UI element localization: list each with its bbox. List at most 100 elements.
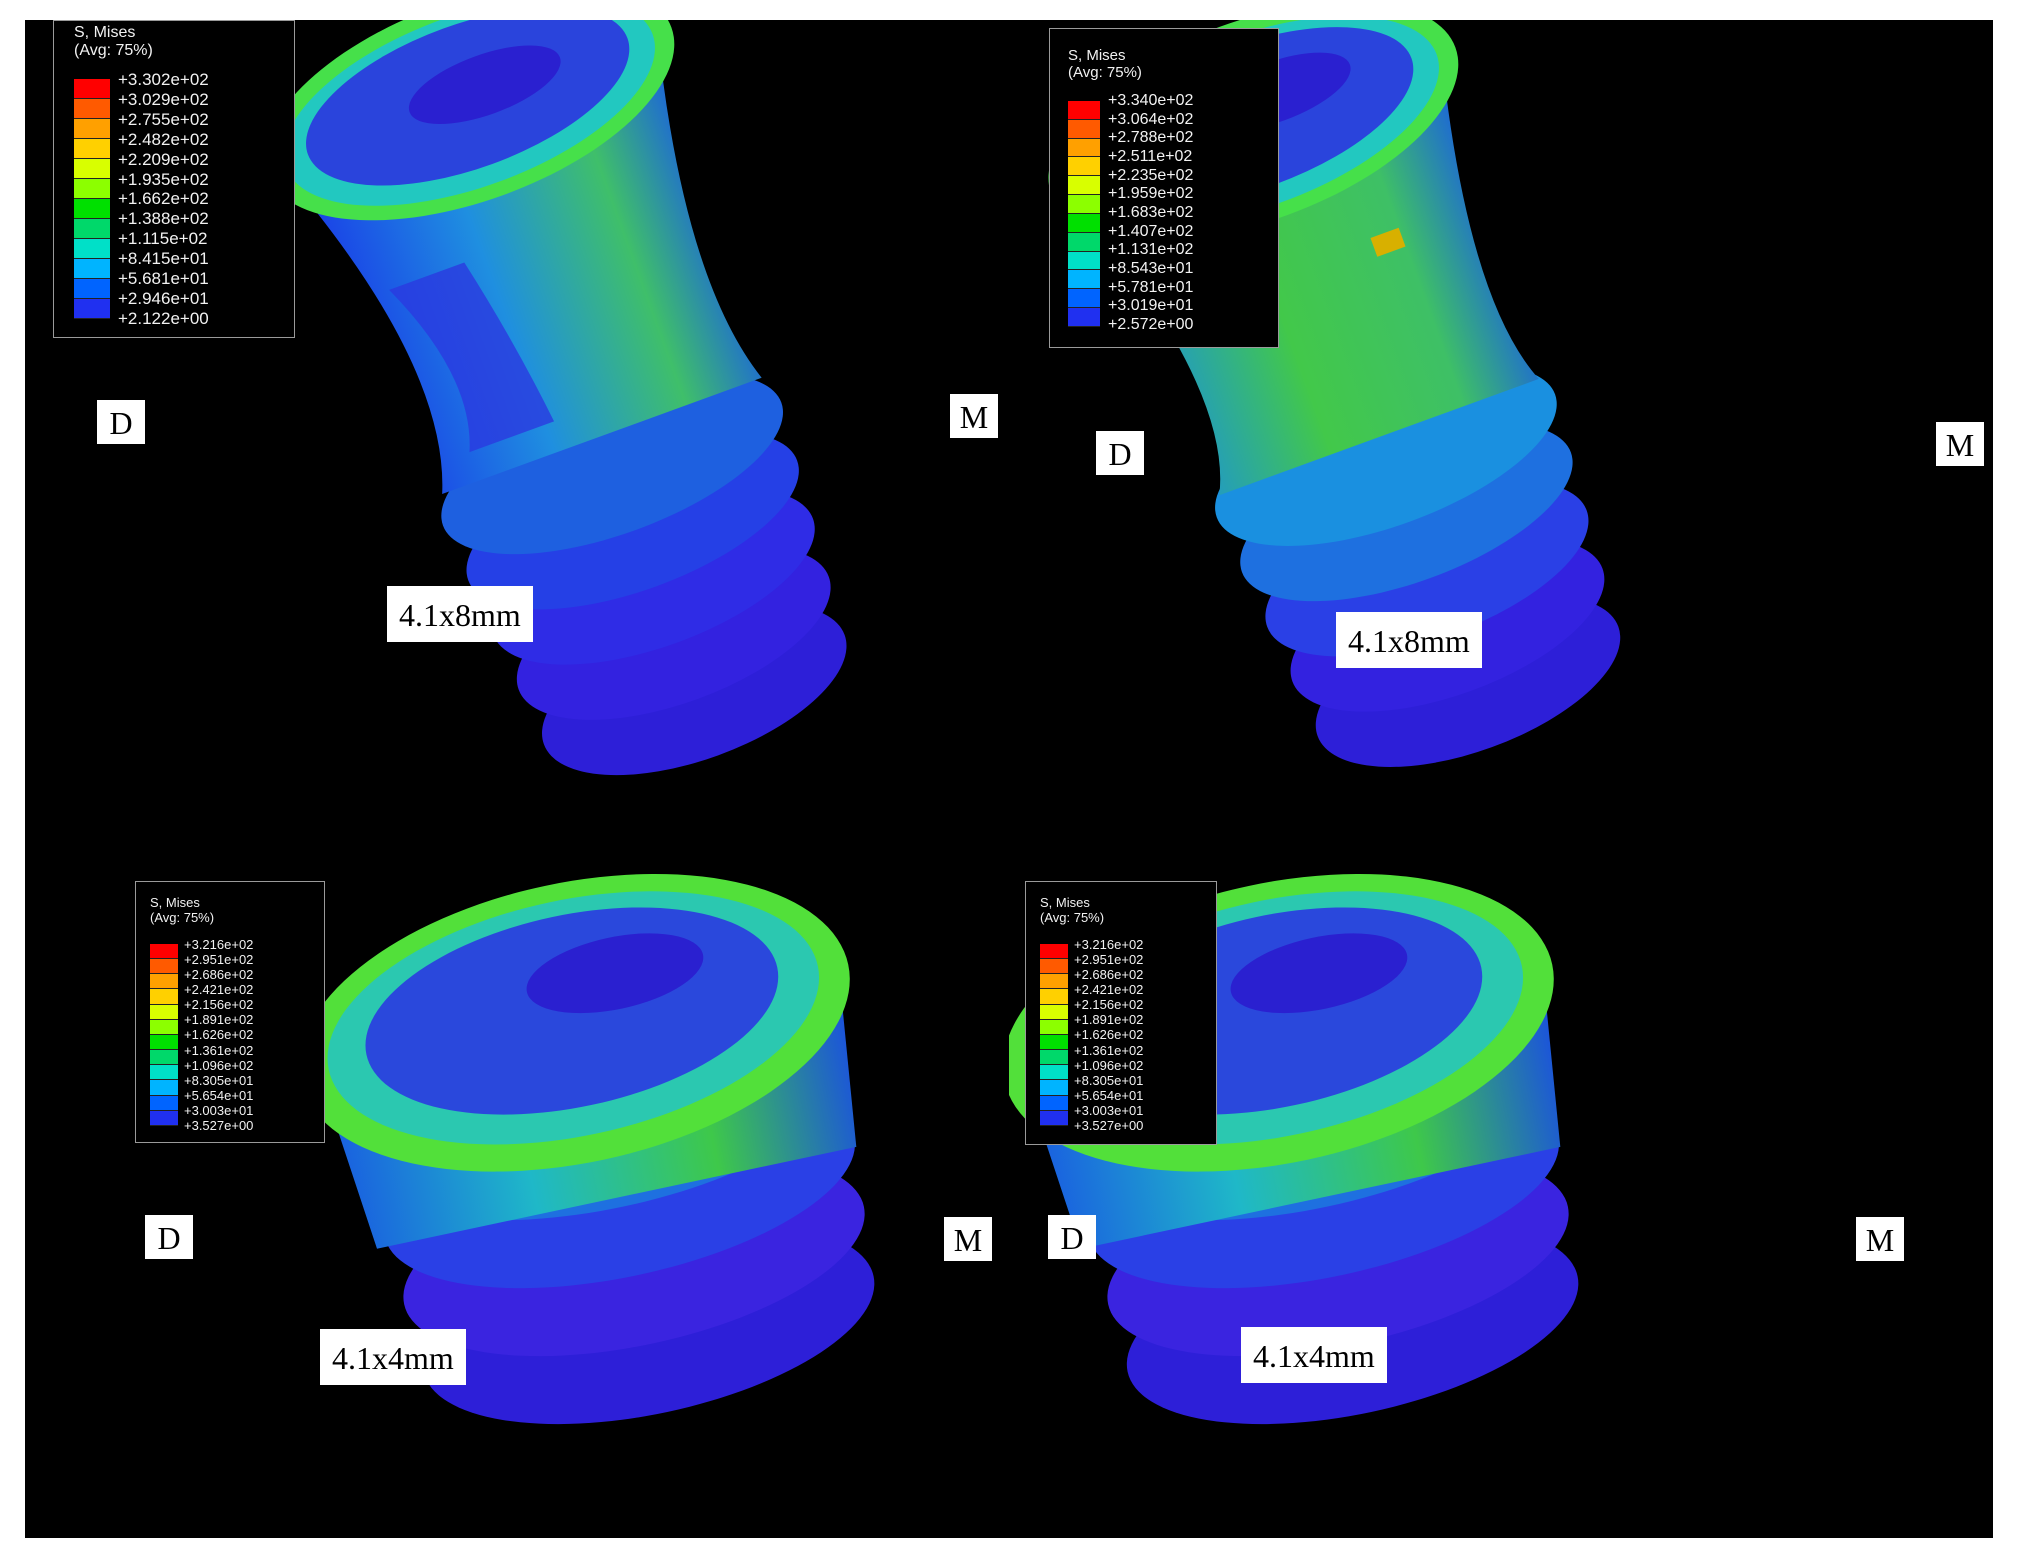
legend-value: +2.235e+02 — [1108, 166, 1194, 184]
legend-value: +8.305e+01 — [184, 1072, 254, 1088]
label-mesial: M — [950, 394, 998, 438]
legend-color-band — [74, 179, 110, 199]
legend-value: +2.686e+02 — [1074, 967, 1144, 983]
legend-value: +2.209e+02 — [118, 149, 209, 169]
legend-color-band — [1068, 213, 1100, 233]
legend-color-band — [150, 989, 178, 1005]
legend-value: +1.131e+02 — [1108, 241, 1194, 259]
legend-value: +1.626e+02 — [184, 1027, 254, 1043]
label-distal: D — [97, 400, 145, 444]
legend-value: +8.415e+01 — [118, 249, 209, 269]
legend-color-band — [1040, 944, 1068, 960]
legend-value: +1.388e+02 — [118, 209, 209, 229]
legend-color-band — [1040, 1050, 1068, 1066]
legend-color-band — [1040, 1034, 1068, 1051]
legend-subtitle: (Avg: 75%) — [1068, 64, 1142, 82]
legend-color-band — [1040, 1019, 1068, 1035]
legend-value: +3.003e+01 — [1074, 1102, 1144, 1118]
legend-color-band — [1040, 1110, 1068, 1126]
legend-value: +8.543e+01 — [1108, 259, 1194, 277]
label-distal: D — [145, 1215, 193, 1259]
label-mesial: M — [1856, 1217, 1904, 1261]
legend-color-band — [1068, 308, 1100, 327]
legend-color-band — [150, 1034, 178, 1051]
stress-legend: S, Mises (Avg: 75%) +3.216e+02 +2.951e+02… — [135, 881, 325, 1143]
legend-value: +2.122e+00 — [118, 308, 209, 328]
legend-color-band — [74, 199, 110, 219]
label-mesial: M — [1936, 422, 1984, 466]
legend-color-band — [1068, 101, 1100, 120]
legend-color-band — [1068, 289, 1100, 309]
label-implant-size: 4.1x8mm — [1336, 612, 1482, 668]
legend-value: +1.662e+02 — [118, 189, 209, 209]
legend-value: +3.302e+02 — [118, 70, 209, 89]
legend-title: S, Mises — [1040, 895, 1090, 910]
panel-top-right: S, Mises (Avg: 75%) +3.340e+02 +3.064e+02… — [1009, 20, 1993, 779]
legend-color-band — [1040, 1095, 1068, 1111]
legend-color-band — [1068, 176, 1100, 196]
legend-value: +8.305e+01 — [1074, 1072, 1144, 1088]
legend-color-band — [74, 119, 110, 139]
label-implant-size: 4.1x4mm — [1241, 1327, 1387, 1383]
panel-bottom-right: S, Mises (Avg: 75%) +3.216e+02 +2.951e+02… — [1009, 779, 1993, 1538]
legend-color-scale — [74, 79, 110, 319]
label-implant-size: 4.1x8mm — [387, 586, 533, 642]
label-implant-size: 4.1x4mm — [320, 1329, 466, 1385]
label-distal: D — [1048, 1215, 1096, 1259]
stress-legend: S, Mises (Avg: 75%) +3.216e+02 +2.951e+02… — [1025, 881, 1217, 1145]
legend-color-band — [74, 259, 110, 279]
panel-top-left: S, Mises (Avg: 75%) +3.302e+02 +3.029e+02… — [25, 20, 1009, 779]
legend-value: +2.686e+02 — [184, 967, 254, 983]
legend-value: +3.527e+00 — [184, 1117, 254, 1133]
legend-color-band — [1068, 119, 1100, 139]
legend-value: +1.361e+02 — [184, 1042, 254, 1058]
legend-value: +5.681e+01 — [118, 269, 209, 289]
legend-value: +1.096e+02 — [1074, 1057, 1144, 1073]
legend-color-band — [1068, 157, 1100, 177]
legend-subtitle: (Avg: 75%) — [150, 909, 215, 925]
legend-title: S, Mises — [1068, 47, 1126, 64]
legend-color-band — [74, 79, 110, 99]
legend-color-scale — [1068, 101, 1100, 327]
legend-color-band — [74, 99, 110, 119]
legend-value: +1.683e+02 — [1108, 203, 1194, 221]
legend-value: +1.935e+02 — [118, 169, 209, 189]
legend-value: +3.064e+02 — [1108, 110, 1194, 128]
legend-value: +2.788e+02 — [1108, 129, 1194, 147]
legend-values: +3.216e+02 +2.951e+02 +2.686e+02 +2.421e+02… — [184, 938, 253, 1132]
legend-color-band — [1068, 270, 1100, 290]
legend-value: +5.654e+01 — [184, 1087, 254, 1103]
label-distal: D — [1096, 431, 1144, 475]
legend-color-band — [150, 959, 178, 975]
legend-value: +2.156e+02 — [184, 997, 254, 1013]
legend-value: +1.115e+02 — [118, 229, 208, 249]
legend-color-scale — [1040, 944, 1068, 1126]
stress-legend: S, Mises (Avg: 75%) +3.302e+02 +3.029e+02… — [53, 20, 295, 338]
legend-color-band — [1068, 195, 1100, 214]
legend-value: +3.527e+00 — [1074, 1117, 1144, 1133]
legend-value: +2.511e+02 — [1108, 147, 1193, 165]
legend-color-scale — [150, 944, 178, 1126]
legend-color-band — [150, 974, 178, 990]
legend-value: +2.156e+02 — [1074, 997, 1144, 1013]
legend-color-band — [1040, 974, 1068, 990]
legend-color-band — [150, 1004, 178, 1020]
legend-color-band — [150, 1019, 178, 1035]
legend-value: +2.572e+00 — [1108, 315, 1194, 333]
legend-subtitle: (Avg: 75%) — [1040, 909, 1105, 925]
legend-color-band — [1068, 232, 1100, 252]
legend-value: +1.096e+02 — [184, 1057, 254, 1073]
legend-color-band — [1068, 138, 1100, 158]
legend-value: +1.407e+02 — [1108, 222, 1194, 240]
legend-value: +2.421e+02 — [1074, 982, 1144, 998]
legend-color-band — [150, 1050, 178, 1066]
legend-value: +3.003e+01 — [184, 1102, 254, 1118]
panel-bottom-left: S, Mises (Avg: 75%) +3.216e+02 +2.951e+02… — [25, 779, 1009, 1538]
legend-color-band — [150, 1065, 178, 1081]
legend-color-band — [150, 944, 178, 960]
legend-color-band — [1040, 1004, 1068, 1020]
legend-value: +3.216e+02 — [1074, 937, 1144, 952]
legend-color-band — [1040, 959, 1068, 975]
legend-value: +3.340e+02 — [1108, 92, 1194, 109]
figure-canvas: S, Mises (Avg: 75%) +3.302e+02 +3.029e+02… — [25, 20, 1993, 1538]
